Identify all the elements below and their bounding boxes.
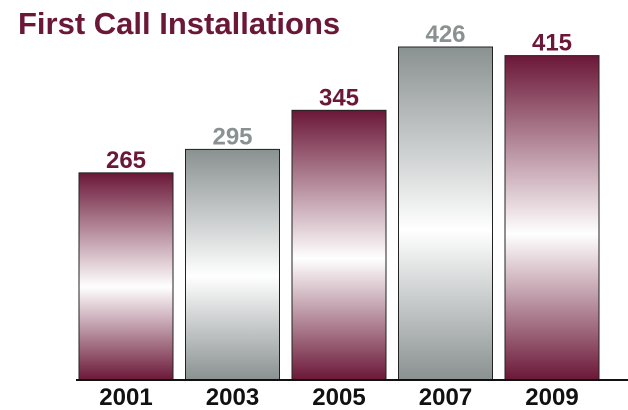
bar-2005 (291, 109, 387, 381)
bar-2003 (185, 148, 280, 381)
x-tick-label-2001: 2001 (99, 384, 152, 410)
x-tick-labels: 2001 2003 2005 2007 2009 (99, 384, 578, 410)
bars-layer (78, 46, 600, 381)
x-tick-label-2005: 2005 (312, 384, 365, 410)
value-label-2007: 426 (425, 21, 465, 48)
value-label-2009: 415 (532, 30, 572, 57)
x-tick-label-2003: 2003 (206, 384, 259, 410)
chart-title: First Call Installations (18, 6, 341, 41)
labels-layer: 265 295 345 426 415 (106, 21, 572, 174)
bar-2001 (78, 172, 174, 381)
value-label-2003: 295 (212, 123, 252, 150)
value-label-2005: 345 (319, 84, 359, 111)
bar-2009 (504, 55, 600, 381)
bar-2007 (398, 46, 493, 381)
x-tick-label-2007: 2007 (419, 384, 472, 410)
value-label-2001: 265 (106, 147, 146, 174)
x-tick-label-2009: 2009 (525, 384, 578, 410)
